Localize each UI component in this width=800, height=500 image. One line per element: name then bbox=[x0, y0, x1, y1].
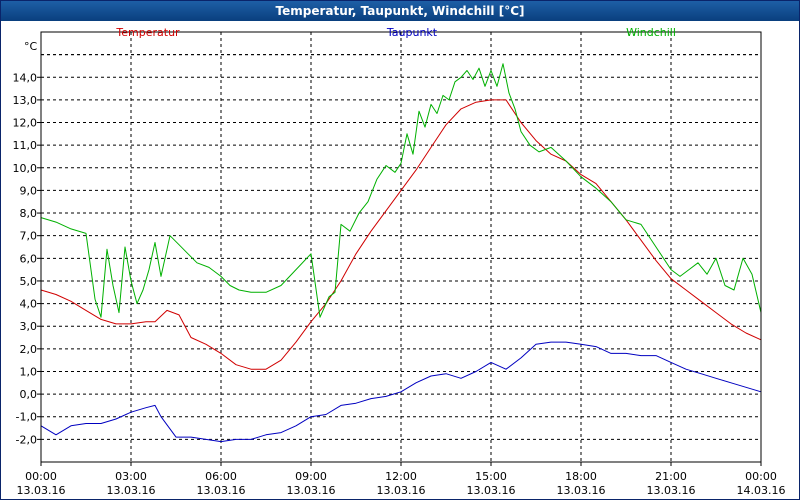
legend-entry-windchill: Windchill bbox=[626, 26, 676, 39]
y-tick-label: 1,0 bbox=[20, 365, 38, 378]
series-layer bbox=[40, 63, 762, 443]
y-tick-label: -2,0 bbox=[16, 433, 37, 446]
x-tick-time: 00:00 bbox=[25, 470, 57, 483]
y-tick-label: 10,0 bbox=[13, 162, 38, 175]
x-tick-time: 15:00 bbox=[475, 470, 507, 483]
x-tick-date: 13.03.16 bbox=[647, 484, 696, 497]
legend-entry-temperatur: Temperatur bbox=[115, 26, 180, 39]
series-line-temperatur bbox=[40, 99, 762, 370]
y-tick-label: 5,0 bbox=[20, 275, 38, 288]
x-tick-time: 21:00 bbox=[655, 470, 687, 483]
x-tick-date: 13.03.16 bbox=[197, 484, 246, 497]
x-tick-time: 06:00 bbox=[205, 470, 237, 483]
y-tick-label: 6,0 bbox=[20, 252, 38, 265]
x-tick-date: 13.03.16 bbox=[557, 484, 606, 497]
series-line-windchill bbox=[40, 63, 762, 318]
grid bbox=[41, 32, 761, 462]
y-tick-label: 8,0 bbox=[20, 207, 38, 220]
y-tick-label: 9,0 bbox=[20, 184, 38, 197]
x-tick-date: 13.03.16 bbox=[377, 484, 426, 497]
y-tick-label: 7,0 bbox=[20, 230, 38, 243]
legend-entry-taupunkt: Taupunkt bbox=[386, 26, 438, 39]
y-tick-label: 2,0 bbox=[20, 343, 38, 356]
legend: Temperatur Taupunkt Windchill bbox=[115, 26, 676, 39]
x-tick-date: 14.03.16 bbox=[737, 484, 786, 497]
y-tick-label: 12,0 bbox=[13, 117, 38, 130]
x-tick-date: 13.03.16 bbox=[287, 484, 336, 497]
series-line-taupunkt bbox=[40, 341, 762, 443]
x-tick-time: 03:00 bbox=[115, 470, 147, 483]
x-tick-time: 00:00 bbox=[745, 470, 777, 483]
y-tick-label: 4,0 bbox=[20, 298, 38, 311]
y-tick-label: 11,0 bbox=[13, 139, 38, 152]
y-tick-label: 13,0 bbox=[13, 94, 38, 107]
x-tick-time: 18:00 bbox=[565, 470, 597, 483]
x-tick-date: 13.03.16 bbox=[467, 484, 516, 497]
y-tick-label: -1,0 bbox=[16, 411, 37, 424]
plot-area-frame bbox=[40, 31, 762, 463]
y-tick-label: 3,0 bbox=[20, 320, 38, 333]
x-tick-time: 09:00 bbox=[295, 470, 327, 483]
x-tick-time: 12:00 bbox=[385, 470, 417, 483]
y-axis-label: °C bbox=[24, 40, 38, 53]
y-axis-ticks: 14,0 13,0 12,0 11,0 10,0 9,0 8,0 7,0 6,0 5,0 4,0 3,… bbox=[13, 71, 41, 446]
y-tick-label: 14,0 bbox=[13, 71, 38, 84]
y-tick-label: 0,0 bbox=[20, 388, 38, 401]
x-tick-date: 13.03.16 bbox=[107, 484, 156, 497]
chart-title: Temperatur, Taupunkt, Windchill [°C] bbox=[1, 1, 799, 21]
x-tick-date: 13.03.16 bbox=[17, 484, 66, 497]
x-axis-ticks: 00:0013.03.1603:0013.03.1606:0013.03.160… bbox=[17, 462, 786, 497]
